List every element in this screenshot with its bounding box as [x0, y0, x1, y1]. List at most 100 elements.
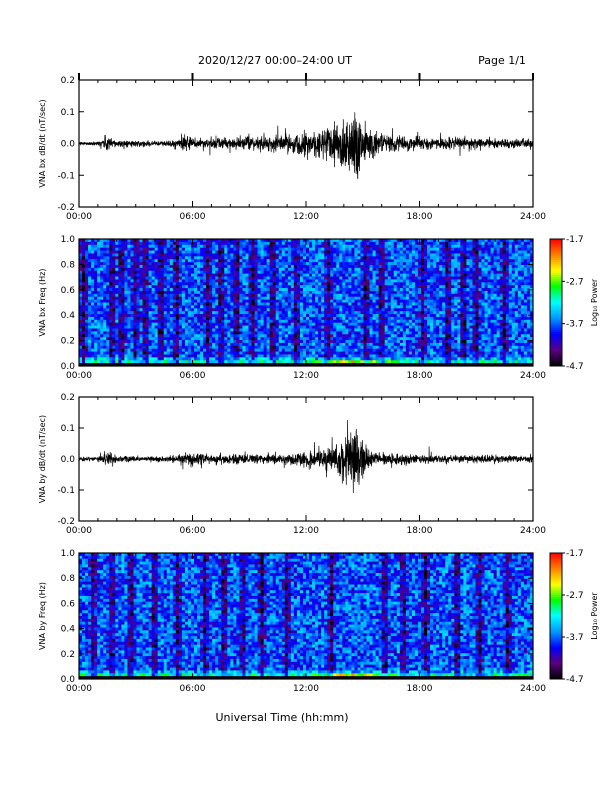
spectrogram-cell [315, 311, 318, 314]
spectrogram-cell [170, 323, 173, 326]
spectrogram-cell [170, 300, 173, 303]
spectrogram-cell [333, 337, 336, 340]
spectrogram-cell [215, 285, 218, 288]
spectrogram-cell [191, 259, 194, 262]
spectrogram-cell [367, 349, 370, 352]
spectrogram-cell [388, 256, 391, 259]
spectrogram-cell [345, 323, 348, 326]
spectrogram-cell [348, 340, 351, 343]
spectrogram-cell [209, 294, 212, 297]
spectrogram-cell [318, 251, 321, 254]
spectrogram-cell [288, 282, 291, 285]
spectrogram-cell [279, 300, 282, 303]
spectrogram-cell [351, 337, 354, 340]
spectrogram-cell [115, 259, 118, 262]
spectrogram-cell [276, 262, 279, 265]
spectrogram-cell [291, 320, 294, 323]
spectrogram-cell [85, 300, 88, 303]
spectrogram-cell [376, 349, 379, 352]
spectrogram-cell [300, 334, 303, 337]
spectrogram-cell [197, 340, 200, 343]
spectrogram-cell [118, 274, 121, 277]
spectrogram-cell [106, 297, 109, 300]
spectrogram-cell [200, 242, 203, 245]
spectrogram-cell [261, 300, 264, 303]
spectrogram-cell [158, 248, 161, 251]
spectrogram-cell [88, 297, 91, 300]
spectrogram-cell [173, 268, 176, 271]
spectrogram-cell [327, 262, 330, 265]
spectrogram-cell [200, 300, 203, 303]
spectrogram-cell [297, 352, 300, 355]
spectrogram-cell [267, 317, 270, 320]
spectrogram-cell [312, 245, 315, 248]
spectrogram-cell [115, 271, 118, 274]
spectrogram-cell [303, 334, 306, 337]
spectrogram-cell [306, 277, 309, 280]
spectrogram-cell [158, 259, 161, 262]
spectrogram-cell [121, 308, 124, 311]
spectrogram-cell [100, 271, 103, 274]
spectrogram-cell [194, 340, 197, 343]
spectrogram-cell [233, 320, 236, 323]
spectrogram-cell [400, 259, 403, 262]
spectrogram-cell [140, 320, 143, 323]
spectrogram-cell [209, 337, 212, 340]
spectrogram-cell [115, 294, 118, 297]
spectrogram-cell [146, 262, 149, 265]
spectrogram-cell [236, 352, 239, 355]
spectrogram-cell [357, 352, 360, 355]
spectrogram-cell [327, 343, 330, 346]
spectrogram-cell [273, 291, 276, 294]
spectrogram-cell [185, 279, 188, 282]
spectrogram-cell [270, 314, 273, 317]
spectrogram-cell [382, 248, 385, 251]
spectrogram-cell [152, 311, 155, 314]
spectrogram-cell [137, 352, 140, 355]
spectrogram-cell [130, 323, 133, 326]
spectrogram-cell [345, 242, 348, 245]
spectrogram-cell [270, 308, 273, 311]
spectrogram-cell [306, 357, 309, 360]
spectrogram-cell [191, 354, 194, 357]
spectrogram-cell [351, 256, 354, 259]
spectrogram-cell [409, 323, 412, 326]
spectrogram-cell [209, 346, 212, 349]
spectrogram-cell [360, 340, 363, 343]
spectrogram-cell [279, 259, 282, 262]
spectrogram-cell [376, 340, 379, 343]
spectrogram-cell [303, 248, 306, 251]
spectrogram-cell [115, 251, 118, 254]
spectrogram-cell [255, 311, 258, 314]
spectrogram-cell [252, 259, 255, 262]
spectrogram-cell [324, 259, 327, 262]
spectrogram-cell [379, 259, 382, 262]
spectrogram-cell [194, 242, 197, 245]
spectrogram-cell [176, 242, 179, 245]
spectrogram-cell [385, 271, 388, 274]
spectrogram-cell [127, 314, 130, 317]
spectrogram-cell [306, 259, 309, 262]
spectrogram-cell [333, 279, 336, 282]
spectrogram-cell [209, 288, 212, 291]
spectrogram-cell [140, 337, 143, 340]
spectrogram-cell [276, 343, 279, 346]
spectrogram-cell [197, 256, 200, 259]
spectrogram-cell [354, 262, 357, 265]
spectrogram-cell [348, 349, 351, 352]
spectrogram-cell [191, 253, 194, 256]
spectrogram-cell [158, 297, 161, 300]
spectrogram-cell [176, 346, 179, 349]
spectrogram-cell [109, 305, 112, 308]
spectrogram-cell [200, 354, 203, 357]
spectrogram-cell [342, 265, 345, 268]
spectrogram-cell [367, 271, 370, 274]
spectrogram-cell [130, 288, 133, 291]
spectrogram-cell [185, 331, 188, 334]
spectrogram-cell [258, 326, 261, 329]
spectrogram-cell [100, 308, 103, 311]
spectrogram-cell [373, 349, 376, 352]
spectrogram-cell [158, 331, 161, 334]
spectrogram-cell [152, 326, 155, 329]
spectrogram-cell [354, 305, 357, 308]
